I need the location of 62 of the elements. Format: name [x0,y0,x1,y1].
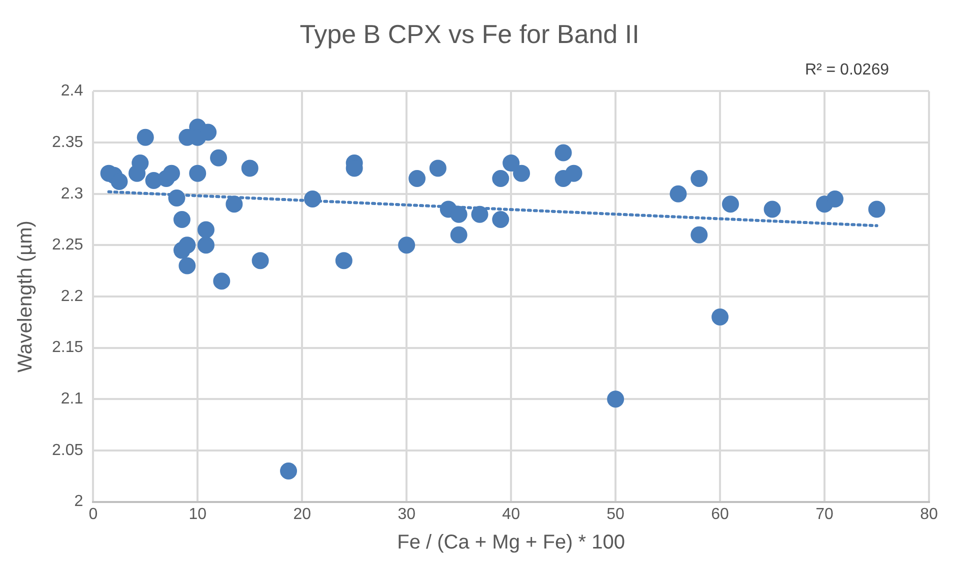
y-tick-label: 2.3 [60,185,84,202]
x-tick-label: 30 [398,506,416,523]
point [110,173,128,190]
y-tick-label: 2.05 [52,442,84,459]
point [132,154,149,172]
point [197,236,214,254]
point [304,190,322,208]
y-tick-label: 2.1 [60,390,84,408]
x-axis-title: Fe / (Ca + Mg + Fe) * 100 [397,532,626,554]
x-tick-label: 40 [502,506,520,523]
text: R² = 0.0269 [804,61,890,78]
point [492,170,510,187]
point [189,164,206,182]
x-tick-label: 70 [816,506,834,523]
point [429,160,446,177]
y-tick-label: 2.25 [52,236,84,254]
point [136,128,154,146]
x-tick-label: 0 [88,506,98,523]
point [226,196,243,213]
point [197,221,214,238]
point [280,462,298,480]
point [213,272,230,290]
point [722,196,739,213]
point [607,390,624,408]
x-tick-label: 50 [606,506,625,523]
point [408,170,426,187]
chart-title: Type B CPX vs Fe for Band II [300,18,640,49]
point [471,206,488,223]
point [690,226,708,244]
point [670,185,687,202]
point [764,200,781,218]
point [241,160,258,177]
y-axis-title: Wavelength (µm) [14,220,37,372]
point [335,252,352,270]
y-tick-label: 2 [74,493,84,510]
point [712,308,729,326]
point [450,226,468,244]
x-tick-label: 80 [920,506,938,523]
point [450,206,468,223]
point [178,236,196,254]
point [173,211,190,228]
point [492,211,510,228]
x-tick-label: 60 [711,506,730,523]
point [168,189,186,206]
point [826,190,844,208]
y-tick-label: 2.2 [60,288,84,305]
y-tick-label: 2.4 [60,82,84,100]
x-tick-label: 10 [188,506,207,523]
point [554,144,572,162]
y-tick-label: 2.35 [52,134,84,151]
x-tick-label: 20 [293,506,312,523]
point [565,164,582,182]
point [398,236,416,254]
point [513,164,530,182]
point [210,149,228,166]
point [252,252,269,270]
y-tick-label: 2.15 [52,339,84,356]
point [502,154,520,172]
point [690,170,708,187]
point [178,257,196,274]
point [163,164,180,182]
point [868,200,886,218]
